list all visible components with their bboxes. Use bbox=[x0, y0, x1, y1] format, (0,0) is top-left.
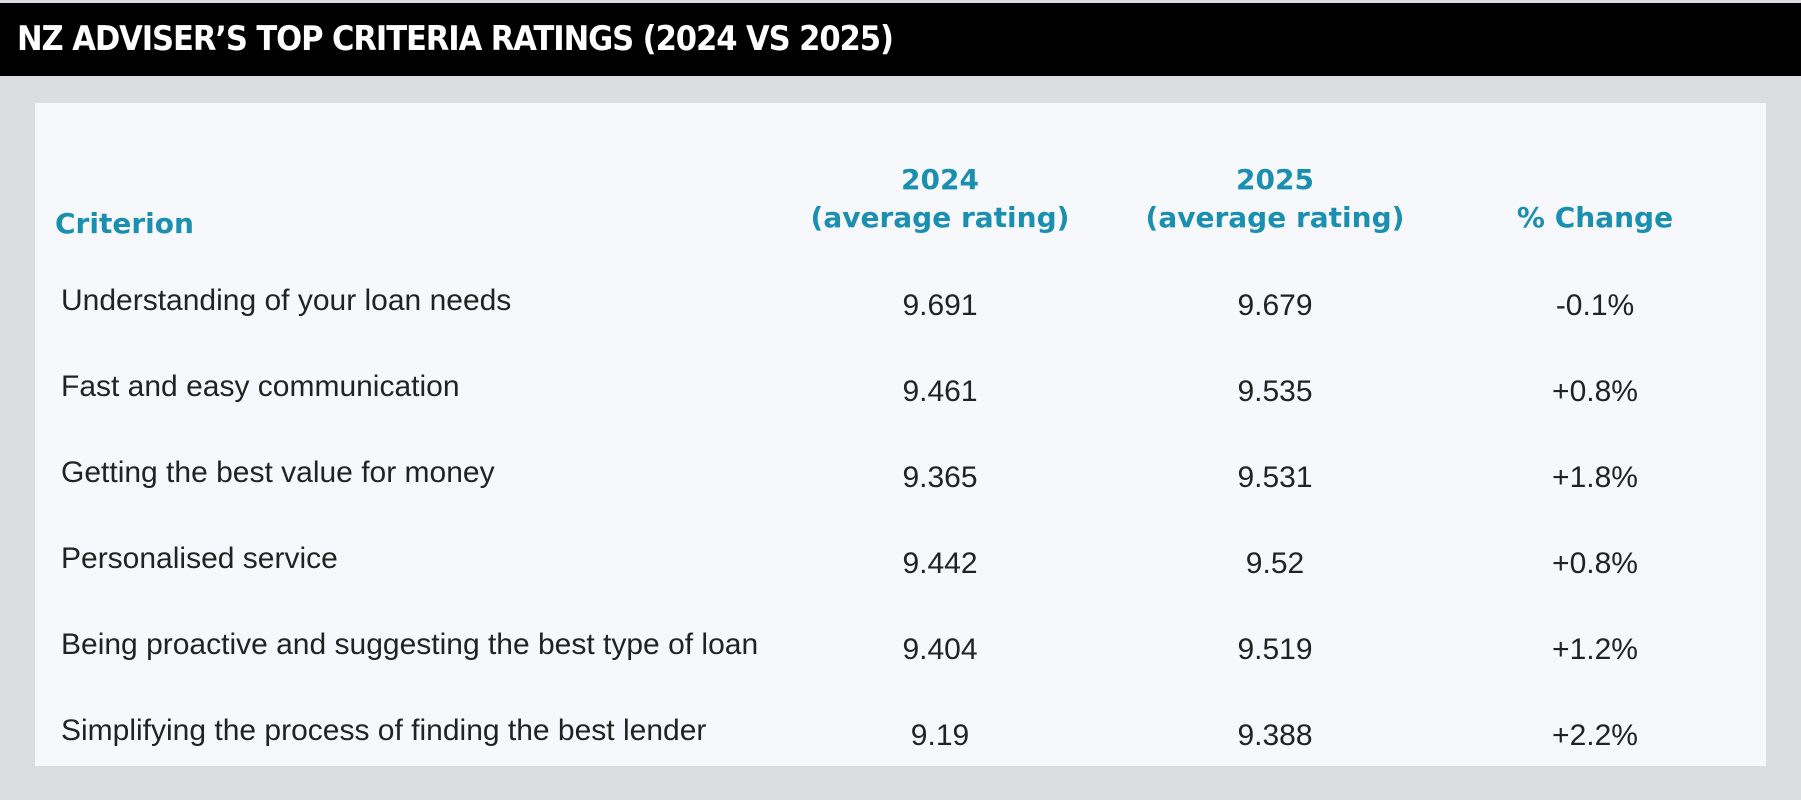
rating-2025-cell: 9.679 bbox=[1237, 289, 1313, 322]
table-row: Personalised service 9.442 9.52 +0.8% bbox=[55, 521, 1735, 607]
criterion-cell: Getting the best value for money bbox=[61, 456, 495, 489]
table-row: Simplifying the process of finding the b… bbox=[55, 693, 1735, 779]
year-2025-sublabel: (average rating) bbox=[1145, 201, 1405, 234]
year-2024-header: 2024 (average rating) bbox=[785, 161, 1095, 263]
criterion-cell: Being proactive and suggesting the best … bbox=[61, 628, 759, 661]
criteria-ratings-table: Criterion 2024 (average rating) 2025 (av… bbox=[55, 161, 1735, 779]
table-row: Understanding of your loan needs 9.691 9… bbox=[55, 263, 1735, 349]
change-cell: +2.2% bbox=[1552, 719, 1638, 752]
rating-2024-cell: 9.691 bbox=[902, 289, 978, 322]
header-row: Criterion 2024 (average rating) 2025 (av… bbox=[55, 161, 1735, 263]
change-cell: +0.8% bbox=[1552, 547, 1638, 580]
change-cell: +1.8% bbox=[1552, 461, 1638, 494]
page-title: NZ ADVISER’S TOP CRITERIA RATINGS (2024 … bbox=[17, 19, 894, 59]
criterion-cell: Personalised service bbox=[61, 542, 338, 575]
year-2024-label: 2024 bbox=[901, 163, 979, 196]
table-row: Being proactive and suggesting the best … bbox=[55, 607, 1735, 693]
change-header: % Change bbox=[1516, 201, 1674, 234]
change-cell: -0.1% bbox=[1555, 289, 1635, 322]
rating-2024-cell: 9.404 bbox=[902, 633, 978, 666]
table-row: Getting the best value for money 9.365 9… bbox=[55, 435, 1735, 521]
rating-2025-cell: 9.388 bbox=[1237, 719, 1313, 752]
criterion-cell: Fast and easy communication bbox=[61, 370, 460, 403]
rating-2025-cell: 9.531 bbox=[1237, 461, 1313, 494]
title-bar: NZ ADVISER’S TOP CRITERIA RATINGS (2024 … bbox=[0, 3, 1801, 76]
table-row: Fast and easy communication 9.461 9.535 … bbox=[55, 349, 1735, 435]
year-2025-header: 2025 (average rating) bbox=[1095, 161, 1455, 263]
rating-2024-cell: 9.461 bbox=[902, 375, 978, 408]
rating-2025-cell: 9.519 bbox=[1237, 633, 1313, 666]
year-2024-sublabel: (average rating) bbox=[810, 201, 1070, 234]
table-panel: Criterion 2024 (average rating) 2025 (av… bbox=[35, 103, 1766, 766]
rating-2024-cell: 9.19 bbox=[910, 719, 970, 752]
change-cell: +0.8% bbox=[1552, 375, 1638, 408]
criterion-cell: Understanding of your loan needs bbox=[61, 284, 512, 317]
year-2025-label: 2025 bbox=[1236, 163, 1314, 196]
change-cell: +1.2% bbox=[1552, 633, 1638, 666]
rating-2024-cell: 9.365 bbox=[902, 461, 978, 494]
rating-2025-cell: 9.535 bbox=[1237, 375, 1313, 408]
rating-2025-cell: 9.52 bbox=[1245, 547, 1305, 580]
criterion-header: Criterion bbox=[55, 207, 194, 240]
rating-2024-cell: 9.442 bbox=[902, 547, 978, 580]
criterion-cell: Simplifying the process of finding the b… bbox=[61, 714, 707, 747]
